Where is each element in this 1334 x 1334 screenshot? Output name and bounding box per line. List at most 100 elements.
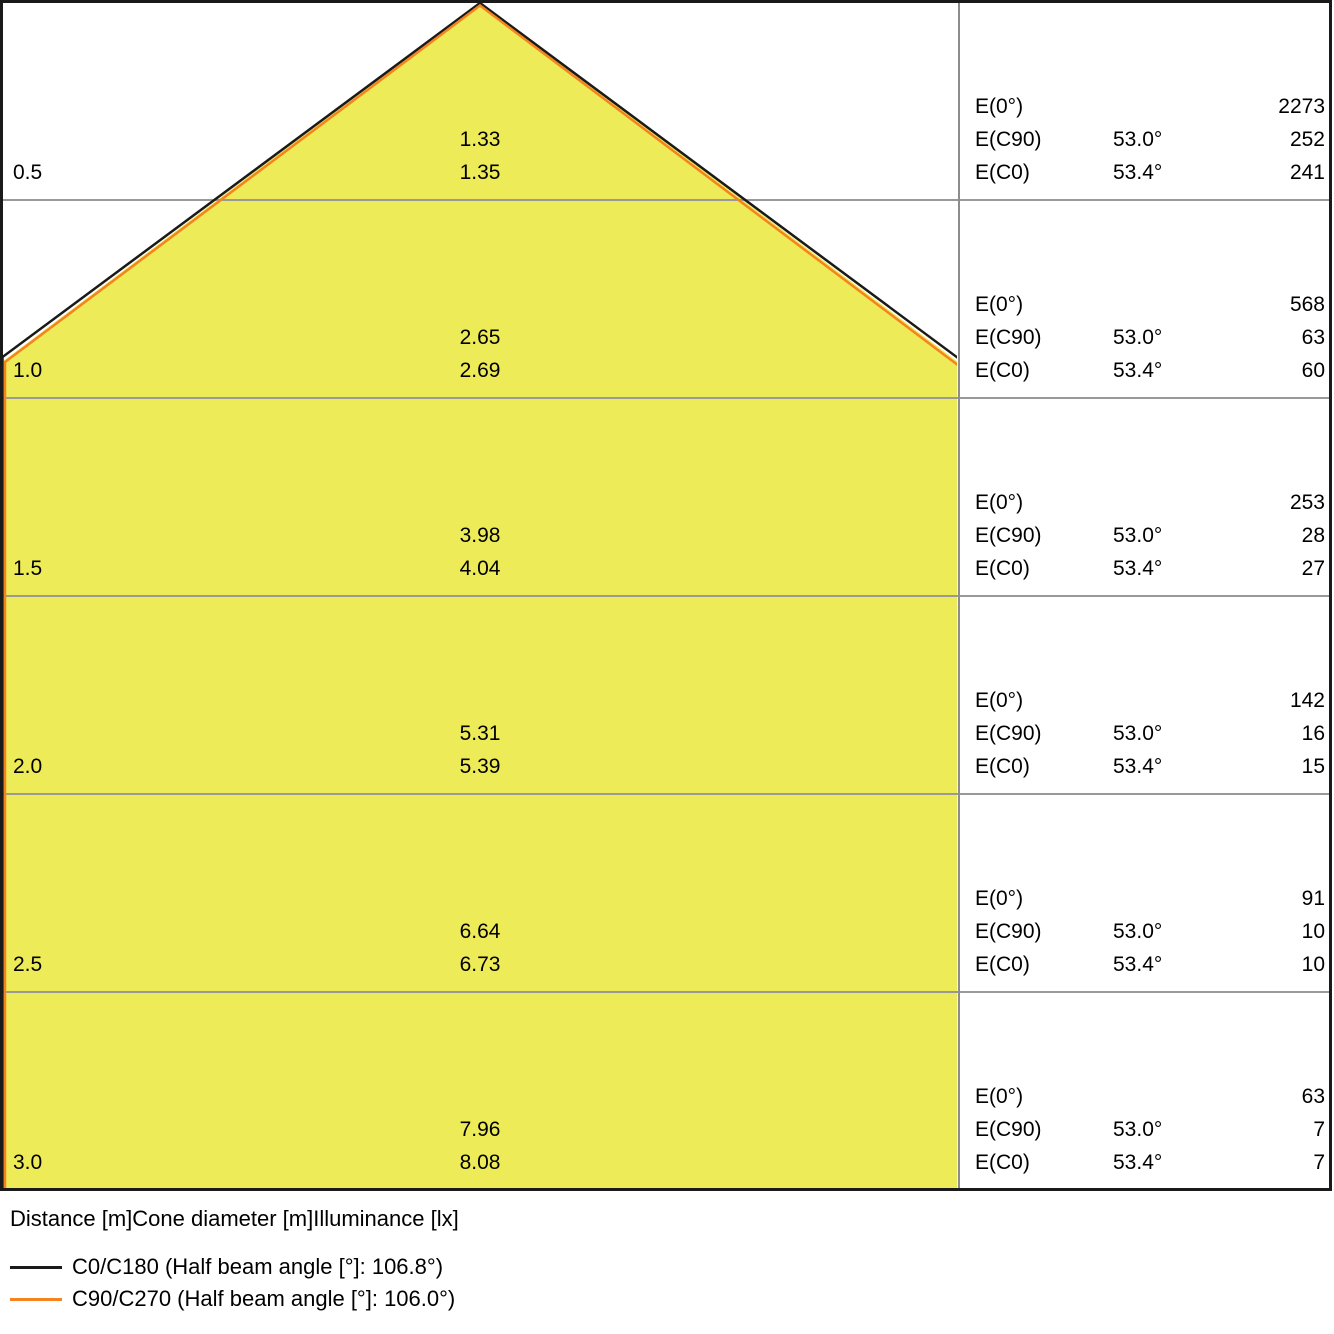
- cone-diameter-values: 7.96 8.08: [330, 1113, 630, 1179]
- ec90-label: E(C90): [975, 920, 1042, 943]
- c0-line-swatch: [10, 1266, 62, 1269]
- ec0-value: 15: [1301, 755, 1325, 778]
- cone-diameter-c0: 1.35: [459, 161, 501, 184]
- ec90-angle: 53.0°: [1113, 524, 1163, 547]
- cone-diameter-c90: 2.65: [459, 326, 501, 349]
- ec0-label: E(C0): [975, 161, 1030, 184]
- cone-row-1.0m: 1.0 2.65 2.69 E(0°) 568 E(C90) 53.0° 63 …: [0, 288, 1334, 400]
- ec0-label: E(C0): [975, 755, 1030, 778]
- cone-diameter-c90: 3.98: [459, 524, 501, 547]
- ec0-value: 7: [1313, 1151, 1325, 1174]
- ec90-value: 7: [1313, 1118, 1325, 1141]
- cone-diameter-values: 2.65 2.69: [330, 321, 630, 387]
- ec0-line: E(C0) 53.4° 7: [975, 1146, 1325, 1179]
- ec0-label: E(C0): [975, 557, 1030, 580]
- e0-line: E(0°) 142: [975, 684, 1325, 717]
- distance-label: 2.5: [13, 953, 43, 976]
- ec0-angle: 53.4°: [1113, 755, 1163, 778]
- legend-label-c90: C90/C270 (Half beam angle [°]: 106.0°): [72, 1286, 456, 1311]
- legend-label-c0: C0/C180 (Half beam angle [°]: 106.8°): [72, 1254, 444, 1279]
- ec0-line: E(C0) 53.4° 15: [975, 750, 1325, 783]
- ec90-value: 252: [1289, 128, 1325, 151]
- ec90-line: E(C90) 53.0° 10: [975, 915, 1325, 948]
- ec0-line: E(C0) 53.4° 60: [975, 354, 1325, 387]
- cone-row-2.0m: 2.0 5.31 5.39 E(0°) 142 E(C90) 53.0° 16 …: [0, 684, 1334, 796]
- cone-diameter-values: 6.64 6.73: [330, 915, 630, 981]
- e0-line: E(0°) 91: [975, 882, 1325, 915]
- legend-row-c90: C90/C270 (Half beam angle [°]: 106.0°): [0, 1284, 900, 1314]
- illuminance-values: E(0°) 63 E(C90) 53.0° 7 E(C0) 53.4° 7: [975, 1080, 1325, 1179]
- cone-diameter-values: 1.33 1.35: [330, 123, 630, 189]
- ec0-angle: 53.4°: [1113, 1151, 1163, 1174]
- distance-label: 1.5: [13, 557, 43, 580]
- cone-diameter-c0: 8.08: [459, 1151, 501, 1174]
- ec0-line: E(C0) 53.4° 27: [975, 552, 1325, 585]
- cone-plot: [0, 0, 1332, 1191]
- ec90-line: E(C90) 53.0° 28: [975, 519, 1325, 552]
- ec90-angle: 53.0°: [1113, 1118, 1163, 1141]
- ec0-line: E(C0) 53.4° 241: [975, 156, 1325, 189]
- legend-row-c0: C0/C180 (Half beam angle [°]: 106.8°): [0, 1252, 900, 1282]
- cone-row-0.5m: 0.5 1.33 1.35 E(0°) 2273 E(C90) 53.0° 25…: [0, 90, 1334, 202]
- illuminance-values: E(0°) 253 E(C90) 53.0° 28 E(C0) 53.4° 27: [975, 486, 1325, 585]
- e0-line: E(0°) 568: [975, 288, 1325, 321]
- e0-label: E(0°): [975, 887, 1024, 910]
- ec90-line: E(C90) 53.0° 252: [975, 123, 1325, 156]
- illuminance-values: E(0°) 142 E(C90) 53.0° 16 E(C0) 53.4° 15: [975, 684, 1325, 783]
- illuminance-values: E(0°) 2273 E(C90) 53.0° 252 E(C0) 53.4° …: [975, 90, 1325, 189]
- e0-line: E(0°) 63: [975, 1080, 1325, 1113]
- e0-value: 91: [1301, 887, 1325, 910]
- ec90-value: 28: [1301, 524, 1325, 547]
- cone-diameter-c0: 6.73: [459, 953, 501, 976]
- ec0-angle: 53.4°: [1113, 161, 1163, 184]
- cone-diameter-values: 5.31 5.39: [330, 717, 630, 783]
- ec0-label: E(C0): [975, 1151, 1030, 1174]
- ec90-angle: 53.0°: [1113, 920, 1163, 943]
- diagram-border: [0, 0, 1332, 1191]
- cone-diameter-c90: 5.31: [459, 722, 501, 745]
- cone-row-2.5m: 2.5 6.64 6.73 E(0°) 91 E(C90) 53.0° 10 E…: [0, 882, 1334, 994]
- ec0-label: E(C0): [975, 953, 1030, 976]
- e0-label: E(0°): [975, 95, 1024, 118]
- e0-line: E(0°) 253: [975, 486, 1325, 519]
- ec90-label: E(C90): [975, 128, 1042, 151]
- e0-value: 63: [1301, 1085, 1325, 1108]
- cone-row-3.0m: 3.0 7.96 8.08 E(0°) 63 E(C90) 53.0° 7 E(…: [0, 1080, 1334, 1192]
- ec90-label: E(C90): [975, 1118, 1042, 1141]
- ec90-angle: 53.0°: [1113, 128, 1163, 151]
- ec90-line: E(C90) 53.0° 7: [975, 1113, 1325, 1146]
- distance-label: 3.0: [13, 1151, 43, 1174]
- cone-diameter-c90: 1.33: [459, 128, 501, 151]
- e0-value: 142: [1289, 689, 1325, 712]
- e0-label: E(0°): [975, 491, 1024, 514]
- ec90-label: E(C90): [975, 722, 1042, 745]
- cone-diameter-c0: 2.69: [459, 359, 501, 382]
- illuminance-values: E(0°) 568 E(C90) 53.0° 63 E(C0) 53.4° 60: [975, 288, 1325, 387]
- ec90-value: 63: [1301, 326, 1325, 349]
- cone-row-1.5m: 1.5 3.98 4.04 E(0°) 253 E(C90) 53.0° 28 …: [0, 486, 1334, 598]
- e0-value: 568: [1289, 293, 1325, 316]
- illuminance-values: E(0°) 91 E(C90) 53.0° 10 E(C0) 53.4° 10: [975, 882, 1325, 981]
- distance-label: 0.5: [13, 161, 43, 184]
- e0-value: 253: [1289, 491, 1325, 514]
- ec0-value: 60: [1301, 359, 1325, 382]
- cone-diameter-c90: 7.96: [459, 1118, 501, 1141]
- ec0-angle: 53.4°: [1113, 557, 1163, 580]
- distance-label: 2.0: [13, 755, 43, 778]
- axes-caption: Distance [m]Cone diameter [m]Illuminance…: [10, 1206, 459, 1231]
- e0-line: E(0°) 2273: [975, 90, 1325, 123]
- distance-label: 1.0: [13, 359, 43, 382]
- ec90-line: E(C90) 53.0° 16: [975, 717, 1325, 750]
- e0-value: 2273: [1278, 95, 1325, 118]
- c90-c270-beam-line: [3, 3, 957, 1190]
- ec0-value: 27: [1301, 557, 1325, 580]
- ec0-line: E(C0) 53.4° 10: [975, 948, 1325, 981]
- cone-diameter-c0: 5.39: [459, 755, 501, 778]
- ec90-value: 16: [1301, 722, 1325, 745]
- ec90-label: E(C90): [975, 326, 1042, 349]
- cone-diameter-values: 3.98 4.04: [330, 519, 630, 585]
- ec0-angle: 53.4°: [1113, 953, 1163, 976]
- ec90-label: E(C90): [975, 524, 1042, 547]
- c90-line-swatch: [10, 1298, 62, 1301]
